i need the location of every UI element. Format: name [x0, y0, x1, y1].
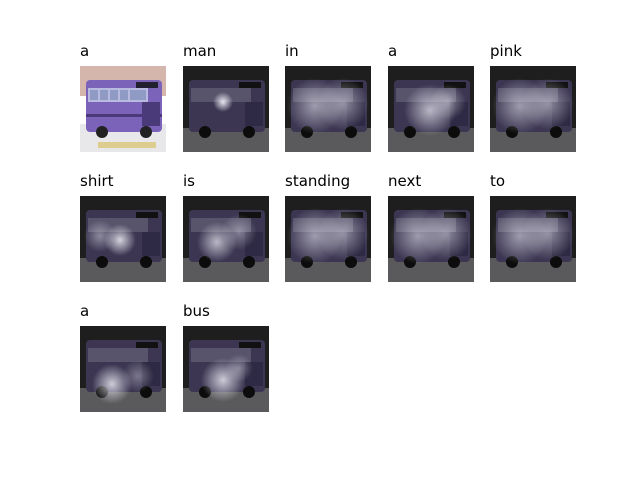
panel-word-label: bus	[183, 302, 210, 320]
panel-word-label: next	[388, 172, 422, 190]
panel-word-label: shirt	[80, 172, 114, 190]
panel-word-label: to	[490, 172, 506, 190]
panel-word-label: in	[285, 42, 299, 60]
original-image	[80, 66, 166, 152]
attention-map-image	[285, 196, 371, 282]
panel-word-label: a	[388, 42, 398, 60]
attention-map-image	[490, 196, 576, 282]
attention-map-image	[285, 66, 371, 152]
panel-word-label: a	[80, 302, 90, 320]
panel-word-label: man	[183, 42, 217, 60]
attention-map-image	[183, 66, 269, 152]
panel-word-label: standing	[285, 172, 351, 190]
attention-map-image	[80, 196, 166, 282]
attention-map-image	[388, 66, 474, 152]
attention-map-image	[490, 66, 576, 152]
panel-word-label: a	[80, 42, 90, 60]
attention-map-image	[80, 326, 166, 412]
panel-word-label: pink	[490, 42, 522, 60]
attention-map-image	[183, 196, 269, 282]
attention-map-image	[183, 326, 269, 412]
panel-word-label: is	[183, 172, 195, 190]
attention-map-image	[388, 196, 474, 282]
